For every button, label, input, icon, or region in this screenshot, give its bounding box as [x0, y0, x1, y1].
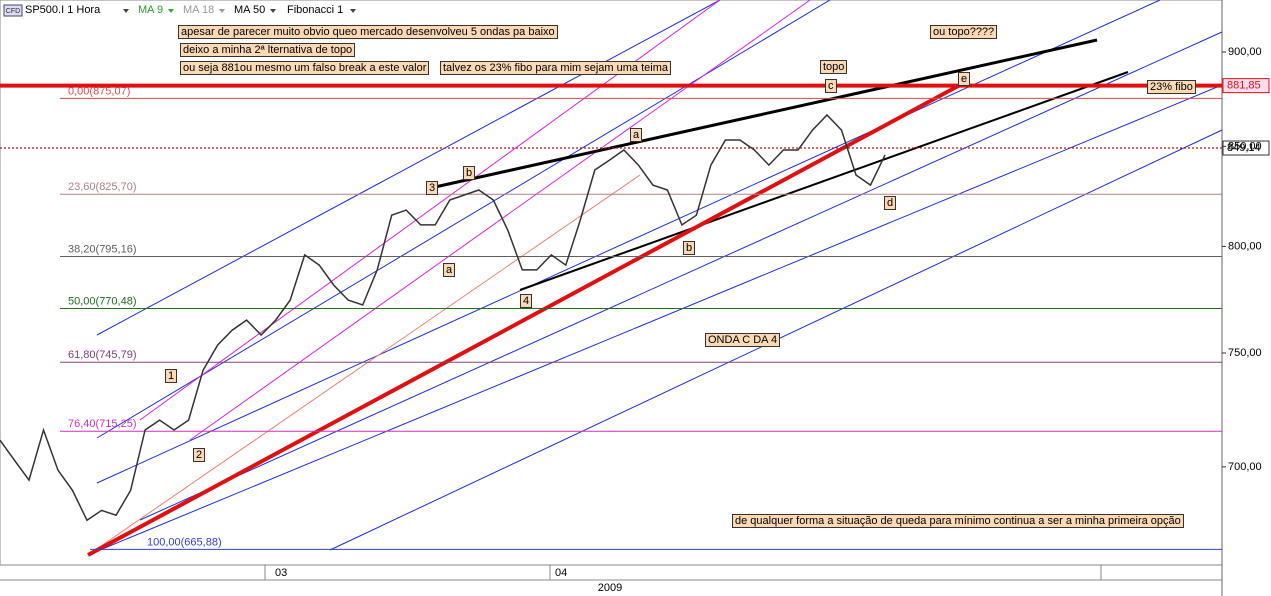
channel-line [99, 84, 1223, 551]
thin-red-line [87, 174, 641, 556]
wave-label: 1 [165, 369, 178, 383]
cfd-icon-text: CFD [6, 8, 20, 15]
wave-label: 2 [193, 448, 206, 462]
price-label: 849,14 [1227, 142, 1261, 154]
indicator[interactable]: MA 9 [138, 4, 164, 16]
trend-lines [60, 0, 1223, 557]
y-tick-label: 750,00 [1228, 347, 1262, 359]
fib-label: 0,00(875,07) [68, 85, 130, 97]
channel-line [139, 31, 1223, 521]
fib-label: 23,60(825,70) [68, 181, 137, 193]
annotation: de qualquer forma a situação de queda pa… [732, 514, 1184, 528]
wave-label: 3 [426, 181, 439, 195]
magenta-line [189, 0, 811, 441]
indicator[interactable]: Fibonacci 1 [287, 4, 344, 16]
wave-label: a [630, 128, 643, 142]
annotation: topo [820, 60, 848, 74]
price-box [1222, 78, 1270, 94]
wave-label: a [443, 263, 456, 277]
annotation: talvez os 23% fibo para mim sejam uma te… [440, 61, 671, 75]
wave-label: b [683, 241, 696, 255]
channel-line [96, 0, 721, 336]
wave-label: d [884, 196, 897, 210]
black-line [434, 38, 1098, 189]
y-tick-label: 700,00 [1228, 461, 1262, 473]
fib-label: 76,40(715,25) [68, 418, 137, 430]
dropdown-arrow[interactable] [350, 9, 356, 13]
fib-label: 38,20(795,16) [68, 243, 137, 255]
plot-area [0, 0, 1223, 566]
cfd-icon [3, 4, 23, 17]
annotation: ou seja 881ou mesmo um falso break a est… [180, 61, 430, 75]
dropdown-arrow[interactable] [123, 9, 129, 13]
dropdown-arrow[interactable] [168, 9, 174, 13]
y-tick-label: 800,00 [1228, 240, 1262, 252]
symbol[interactable]: SP500.I 1 Hora [25, 4, 101, 16]
annotation: ou topo???? [930, 25, 998, 39]
y-tick-label: 900,00 [1228, 46, 1262, 58]
price-box [1222, 140, 1270, 156]
wave-label: 4 [520, 294, 533, 308]
dropdown-arrow[interactable] [270, 9, 276, 13]
fib-label: 50,00(770,48) [68, 295, 137, 307]
fib-label: 100,00(665,88) [147, 536, 222, 548]
channel-line [96, 0, 1161, 484]
annotation: 23% fibo [1147, 80, 1196, 94]
black-line [519, 71, 1129, 291]
x-label: 2009 [598, 582, 622, 594]
x-label: 04 [555, 567, 567, 579]
indicator[interactable]: MA 50 [234, 4, 266, 16]
dropdown-arrow[interactable] [219, 9, 225, 13]
annotation: apesar de parecer muito obvio queo merca… [178, 25, 558, 39]
price-label: 881,85 [1227, 80, 1261, 92]
annotation: ONDA C DA 4 [705, 333, 781, 347]
red-trend-line [87, 83, 961, 557]
wave-label: e [958, 72, 971, 86]
wave-label: b [463, 166, 476, 180]
price-line-series [0, 113, 886, 522]
y-tick-label: 850,00 [1228, 140, 1262, 152]
x-label: 03 [275, 567, 287, 579]
annotation: deixo a minha 2ª lternativa de topo [180, 43, 356, 57]
indicator[interactable]: MA 18 [183, 4, 215, 16]
fib-label: 61,80(745,79) [68, 349, 137, 361]
wave-label: c [825, 79, 837, 93]
